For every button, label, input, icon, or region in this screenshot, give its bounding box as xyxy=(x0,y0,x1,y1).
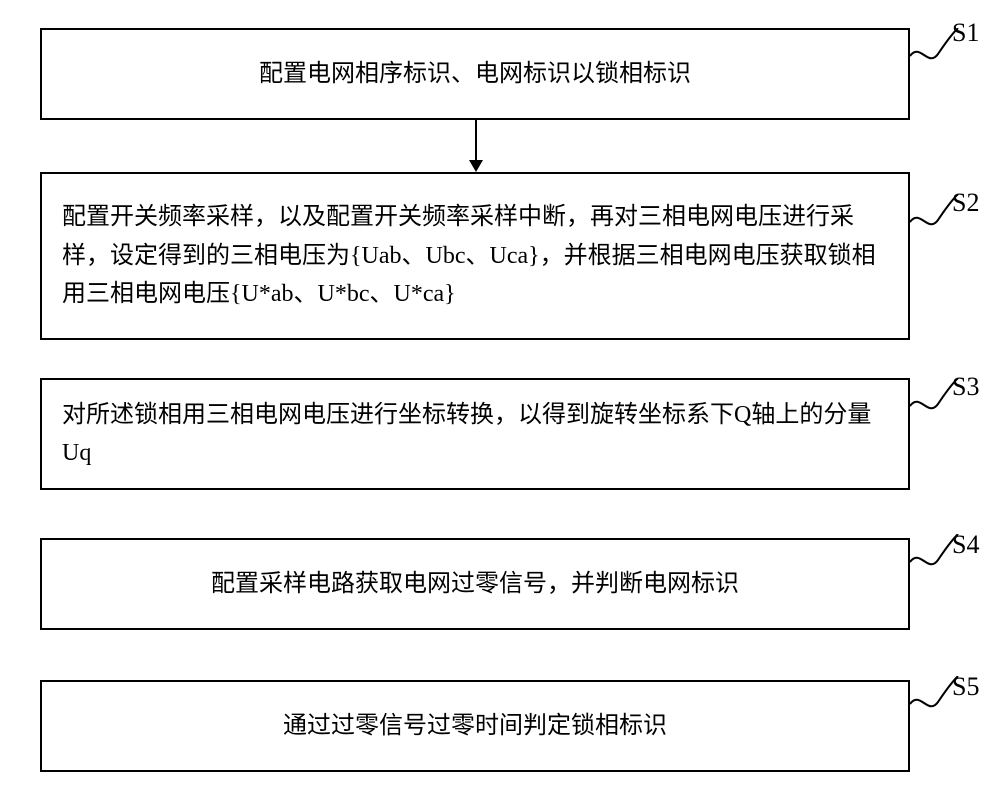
step-box-s5: 通过过零信号过零时间判定锁相标识 xyxy=(40,680,910,772)
step-box-s2: 配置开关频率采样，以及配置开关频率采样中断，再对三相电网电压进行采样，设定得到的… xyxy=(40,172,910,340)
step-label-s2: S2 xyxy=(952,188,979,218)
step-text-s4: 配置采样电路获取电网过零信号，并判断电网标识 xyxy=(211,565,739,603)
step-text-s5: 通过过零信号过零时间判定锁相标识 xyxy=(283,707,667,745)
step-box-s1: 配置电网相序标识、电网标识以锁相标识 xyxy=(40,28,910,120)
step-label-s1: S1 xyxy=(952,18,979,48)
step-box-s4: 配置采样电路获取电网过零信号，并判断电网标识 xyxy=(40,538,910,630)
step-text-s3: 对所述锁相用三相电网电压进行坐标转换，以得到旋转坐标系下Q轴上的分量Uq xyxy=(62,396,888,473)
step-box-s3: 对所述锁相用三相电网电压进行坐标转换，以得到旋转坐标系下Q轴上的分量Uq xyxy=(40,378,910,490)
connector-s1-s2 xyxy=(475,120,477,160)
step-label-s5: S5 xyxy=(952,672,979,702)
step-text-s2: 配置开关频率采样，以及配置开关频率采样中断，再对三相电网电压进行采样，设定得到的… xyxy=(62,198,888,313)
step-label-s3: S3 xyxy=(952,372,979,402)
step-label-s4: S4 xyxy=(952,530,979,560)
arrow-head-s1-s2 xyxy=(469,160,483,172)
step-text-s1: 配置电网相序标识、电网标识以锁相标识 xyxy=(259,55,691,93)
flowchart-canvas: 配置电网相序标识、电网标识以锁相标识 S1 配置开关频率采样，以及配置开关频率采… xyxy=(0,0,1000,795)
